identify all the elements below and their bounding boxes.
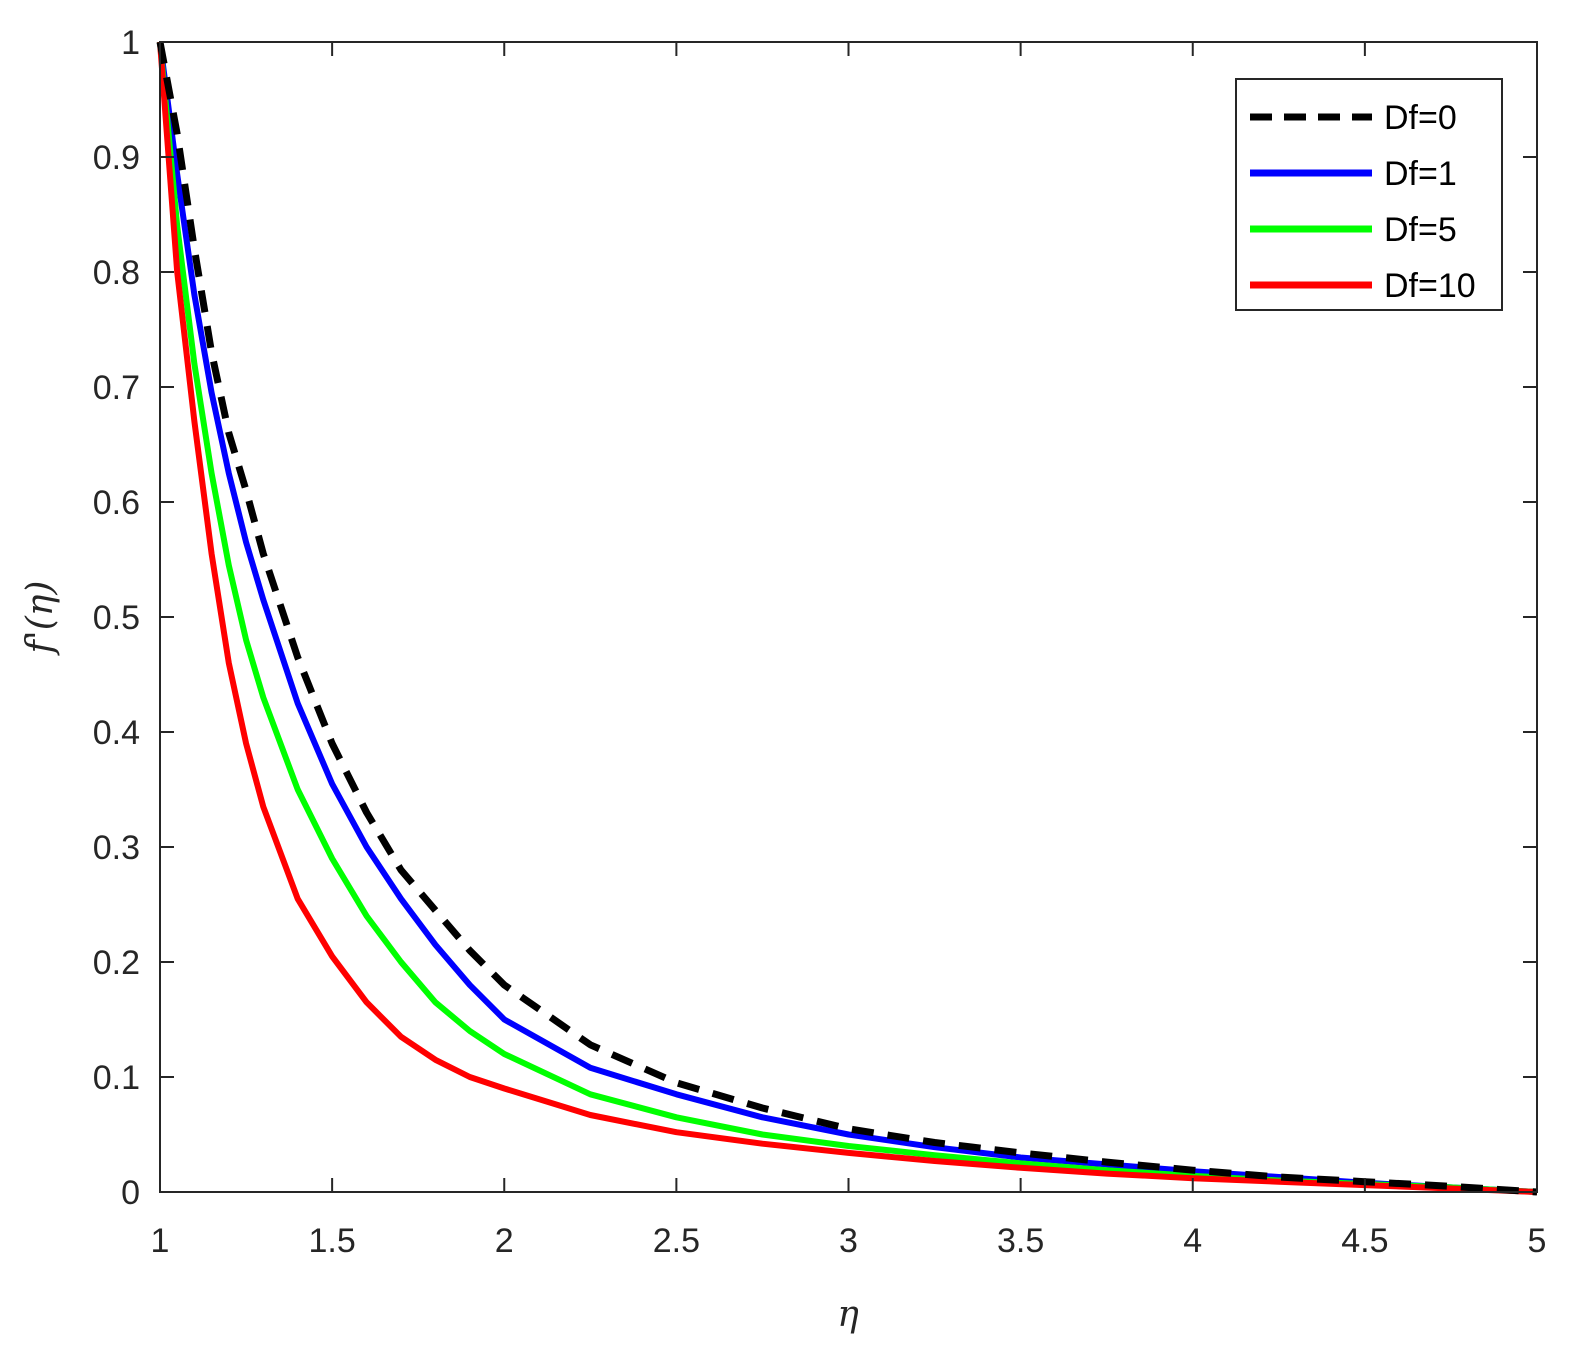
tick-labels: 1 1.5 2 2.5 3 3.5 4 4.5 5 0 0.1 0.2 0.3 0.4 0.5 0.6 0.7 0… — [93, 24, 1547, 1260]
y-axis-label: f'(η) — [20, 581, 61, 657]
y-tick-label: 1 — [121, 24, 140, 62]
legend-label: Df=1 — [1384, 155, 1457, 193]
series-line-df-0 — [156, 41, 1538, 1196]
x-tick-label: 2 — [495, 1222, 514, 1260]
y-tick-label: 0.3 — [93, 829, 140, 867]
legend-label: Df=5 — [1384, 211, 1457, 249]
y-tick-label: 0.4 — [93, 714, 140, 752]
legend-box — [1235, 78, 1503, 311]
x-tick-label: 1 — [151, 1222, 170, 1260]
y-tick-label: 0.2 — [93, 944, 140, 982]
series-lines — [156, 41, 1538, 1196]
x-axis-label: η — [837, 1294, 859, 1335]
legend-label: Df=0 — [1384, 99, 1457, 137]
legend-label: Df=10 — [1384, 267, 1476, 305]
plot-frame — [159, 41, 1538, 1193]
x-tick-label: 3.5 — [997, 1222, 1044, 1260]
y-tick-label: 0.9 — [93, 139, 140, 177]
x-tick-label: 4.5 — [1341, 1222, 1388, 1260]
y-tick-label: 0.6 — [93, 484, 140, 522]
legend: Df=0 Df=1 Df=5 Df=10 — [1235, 78, 1503, 311]
y-tick-label: 0.5 — [93, 599, 140, 637]
series-line-df-10 — [157, 41, 1538, 1195]
x-tick-label: 1.5 — [308, 1222, 355, 1260]
y-tick-label: 0 — [121, 1174, 140, 1212]
y-tick-label: 0.1 — [93, 1059, 140, 1097]
x-tick-label: 4 — [1183, 1222, 1202, 1260]
y-tick-label: 0.7 — [93, 369, 140, 407]
x-tick-label: 2.5 — [653, 1222, 700, 1260]
y-tick-label: 0.8 — [93, 254, 140, 292]
x-tick-label: 3 — [839, 1222, 858, 1260]
x-tick-label: 5 — [1528, 1222, 1547, 1260]
